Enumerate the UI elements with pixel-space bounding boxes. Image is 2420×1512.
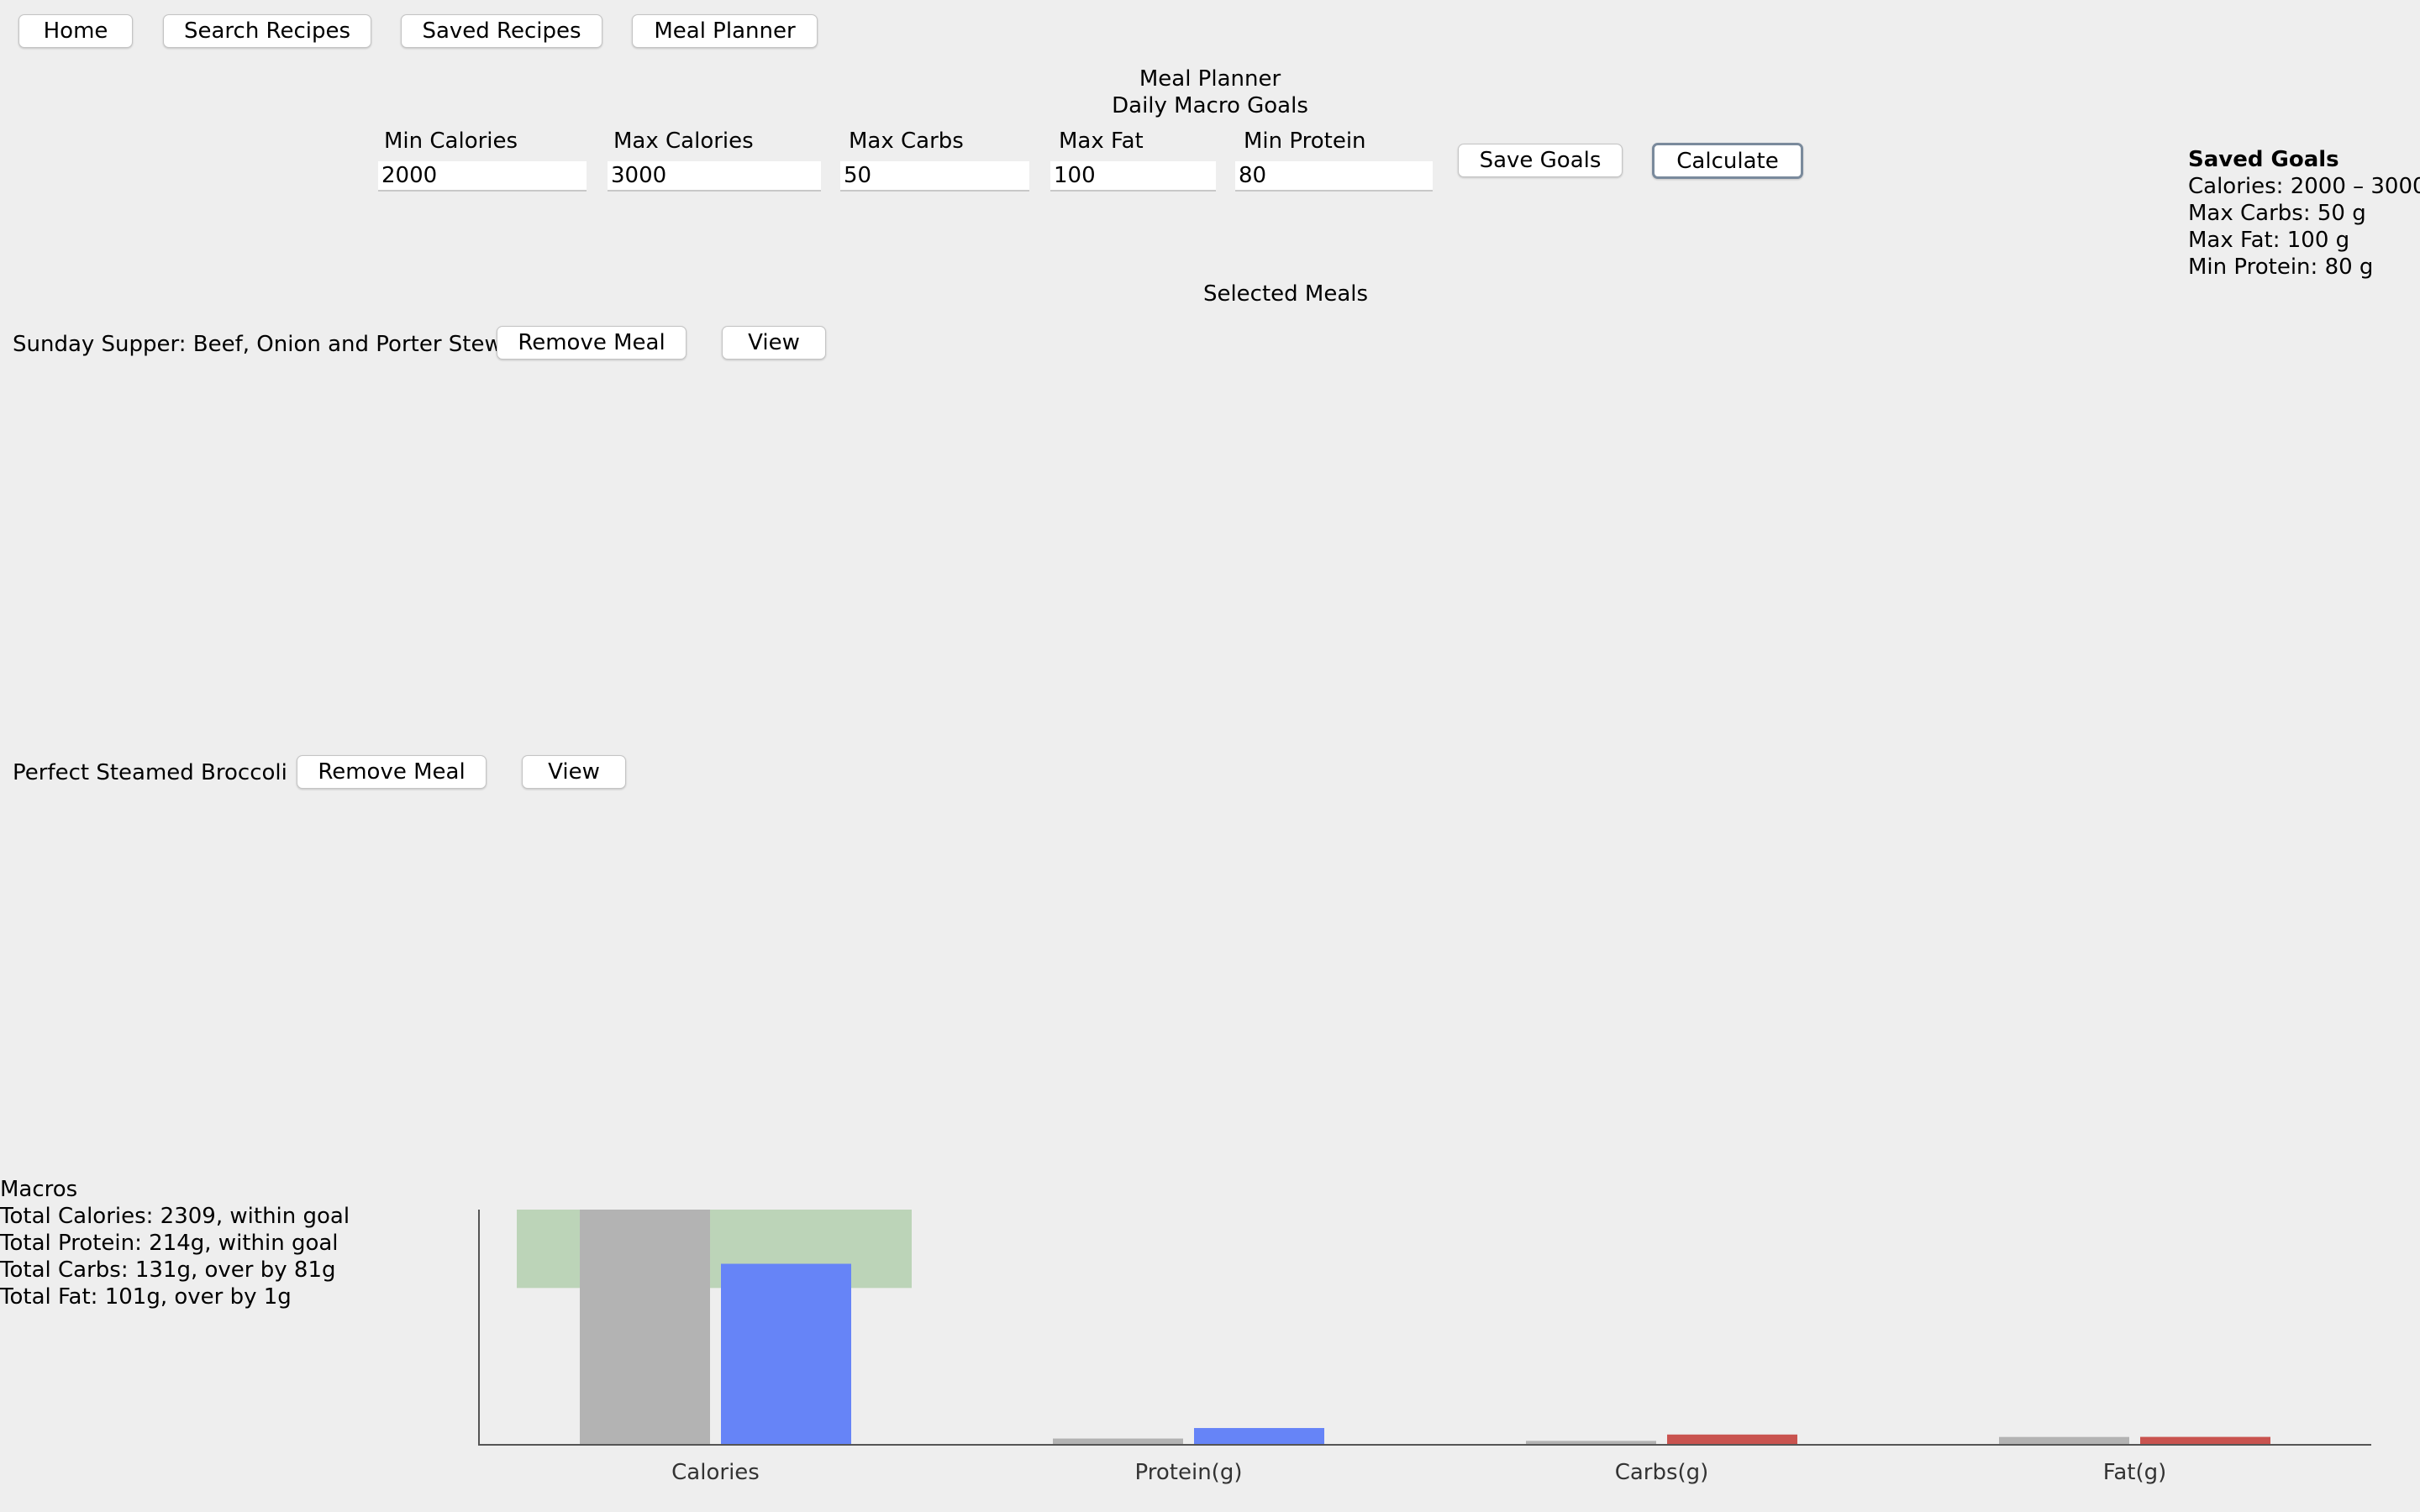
total-fat-text: Total Fat: 101g, over by 1g: [0, 1284, 292, 1310]
nav-search-recipes-button[interactable]: Search Recipes: [163, 14, 371, 48]
max-fat-label: Max Fat: [1059, 129, 1144, 154]
page-title: Meal Planner: [1139, 66, 1281, 92]
nav-home-button[interactable]: Home: [18, 14, 133, 48]
goal-bar: [1999, 1436, 2129, 1445]
total-bar: [2140, 1436, 2270, 1445]
view-meal-button[interactable]: View: [722, 326, 826, 360]
min-calories-label: Min Calories: [384, 129, 518, 154]
x-tick-label: Fat(g): [2103, 1460, 2167, 1485]
meal-name: Sunday Supper: Beef, Onion and Porter St…: [13, 332, 502, 357]
min-protein-label: Min Protein: [1244, 129, 1366, 154]
min-protein-input[interactable]: [1235, 161, 1433, 192]
total-bar: [1194, 1428, 1324, 1445]
saved-goals-carbs: Max Carbs: 50 g: [2188, 201, 2366, 226]
total-bar: [1667, 1434, 1797, 1445]
min-calories-input[interactable]: [378, 161, 587, 192]
max-calories-input[interactable]: [608, 161, 821, 192]
meal-name: Perfect Steamed Broccoli: [13, 760, 287, 785]
goal-range-band: [517, 1210, 912, 1289]
x-tick-label: Protein(g): [1135, 1460, 1243, 1485]
max-carbs-label: Max Carbs: [849, 129, 964, 154]
total-bar: [721, 1263, 851, 1445]
macros-title: Macros: [0, 1177, 78, 1202]
nav-saved-recipes-button[interactable]: Saved Recipes: [401, 14, 602, 48]
goal-bar: [580, 1210, 710, 1445]
saved-goals-protein: Min Protein: 80 g: [2188, 255, 2374, 280]
remove-meal-button[interactable]: Remove Meal: [497, 326, 687, 360]
remove-meal-button[interactable]: Remove Meal: [297, 755, 487, 789]
max-carbs-input[interactable]: [840, 161, 1029, 192]
total-protein-text: Total Protein: 214g, within goal: [0, 1231, 339, 1256]
total-calories-text: Total Calories: 2309, within goal: [0, 1204, 350, 1229]
max-fat-input[interactable]: [1050, 161, 1216, 192]
total-carbs-text: Total Carbs: 131g, over by 81g: [0, 1257, 336, 1283]
selected-meals-title: Selected Meals: [1202, 281, 1369, 307]
saved-goals-calories: Calories: 2000 – 3000: [2188, 174, 2420, 199]
goal-bar: [1526, 1441, 1656, 1445]
calculate-button[interactable]: Calculate: [1652, 143, 1803, 179]
page-subtitle: Daily Macro Goals: [1112, 93, 1308, 118]
x-tick-label: Calories: [671, 1460, 760, 1485]
max-calories-label: Max Calories: [613, 129, 754, 154]
saved-goals-fat: Max Fat: 100 g: [2188, 228, 2350, 253]
view-meal-button[interactable]: View: [522, 755, 626, 789]
x-tick-label: Carbs(g): [1615, 1460, 1709, 1485]
goal-bar: [1053, 1438, 1183, 1445]
saved-goals-title: Saved Goals: [2188, 147, 2339, 172]
save-goals-button[interactable]: Save Goals: [1458, 144, 1623, 177]
nav-meal-planner-button[interactable]: Meal Planner: [632, 14, 818, 48]
